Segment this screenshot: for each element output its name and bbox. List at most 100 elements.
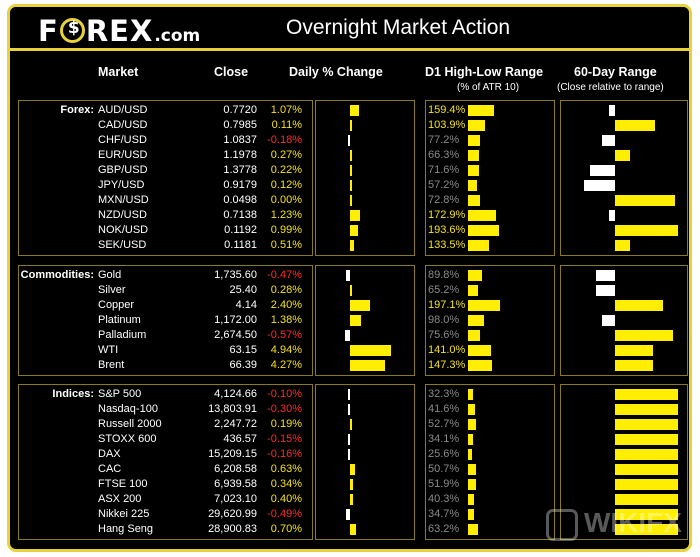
sixty-day-bar [596, 270, 615, 281]
sixty-day-bar [615, 494, 678, 505]
market-name: Copper [98, 299, 135, 311]
section-0-box-0 [18, 100, 313, 256]
d1-range-value: 50.7% [428, 463, 460, 475]
d1-range-value: 98.0% [428, 314, 460, 326]
daily-change-value: 1.38% [270, 314, 302, 326]
d1-range-value: 103.9% [428, 119, 466, 131]
sixty-day-bar [602, 135, 615, 146]
market-name: Hang Seng [98, 523, 154, 535]
d1-range-value: 197.1% [428, 299, 466, 311]
d1-range-value: 66.3% [428, 149, 460, 161]
close-value: 0.7985 [223, 119, 257, 131]
section-1-box-0 [18, 265, 313, 376]
daily-change-value: -0.49% [267, 508, 302, 520]
close-value: 4.14 [235, 299, 257, 311]
wikifx-watermark: WIKIFX [546, 507, 689, 547]
d1-range-value: 141.0% [428, 344, 466, 356]
logo-letters: REX [85, 14, 154, 48]
close-value: 15,209.15 [208, 448, 257, 460]
daily-change-value: 0.28% [270, 284, 302, 296]
sixty-day-bar [602, 315, 615, 326]
section-1-box-2 [425, 265, 555, 376]
daily-change-value: 0.27% [270, 149, 302, 161]
close-value: 4,124.66 [214, 388, 257, 400]
market-name: NZD/USD [98, 209, 147, 221]
section-label: Forex: [60, 104, 94, 116]
d1-range-value: 51.9% [428, 478, 460, 490]
daily-change-value: 2.40% [270, 299, 302, 311]
sixty-day-bar [583, 180, 615, 191]
daily-change-bar [350, 360, 385, 371]
column-header-sixty-day: 60-Day Range [574, 65, 657, 79]
sixty-day-bar [615, 195, 676, 206]
daily-change-value: 0.70% [270, 523, 302, 535]
market-name: JPY/USD [98, 179, 145, 191]
dollar-coin-icon [59, 18, 85, 43]
sixty-day-bar [615, 404, 678, 415]
daily-change-value: -0.15% [267, 433, 302, 445]
sixty-day-bar [615, 300, 663, 311]
d1-range-value: 32.3% [428, 388, 460, 400]
section-2-box-0 [18, 384, 313, 540]
daily-change-bar [350, 479, 353, 490]
daily-change-bar [350, 105, 359, 116]
market-name: GBP/USD [98, 164, 148, 176]
daily-change-bar [350, 150, 353, 161]
d1-range-bar [468, 210, 496, 221]
forex-logo: F REX.com [38, 14, 200, 48]
sixty-day-bar [615, 240, 631, 251]
wikifx-logo-icon [546, 508, 578, 541]
d1-range-bar [468, 195, 480, 206]
d1-range-value: 172.9% [428, 209, 466, 221]
close-value: 0.7720 [223, 104, 257, 116]
sixty-day-bar [615, 524, 678, 535]
section-1-box-3 [560, 265, 688, 376]
market-name: STOXX 600 [98, 433, 157, 445]
market-name: WTI [98, 344, 119, 356]
daily-change-bar [348, 434, 350, 445]
d1-range-value: 34.1% [428, 433, 460, 445]
d1-range-bar [468, 135, 481, 146]
daily-change-bar [350, 210, 361, 221]
column-subheader-d1-range-sub: (% of ATR 10) [457, 82, 520, 93]
daily-change-value: -0.16% [267, 448, 302, 460]
close-value: 0.1192 [224, 224, 257, 236]
close-value: 1,172.00 [214, 314, 257, 326]
market-name: Platinum [98, 314, 141, 326]
sixty-day-bar [608, 210, 615, 221]
close-value: 0.0498 [223, 194, 257, 206]
column-header-daily-change: Daily % Change [289, 65, 383, 79]
d1-range-bar [468, 345, 491, 356]
d1-range-bar [468, 389, 474, 400]
d1-range-bar [468, 120, 485, 131]
market-name: Nikkei 225 [98, 508, 150, 520]
daily-change-bar [345, 330, 350, 341]
d1-range-value: 147.3% [428, 359, 466, 371]
daily-change-bar [350, 315, 362, 326]
d1-range-bar [468, 509, 474, 520]
close-value: 2,247.72 [214, 418, 257, 430]
daily-change-bar [350, 195, 352, 206]
daily-change-bar [350, 120, 352, 131]
daily-change-value: 4.94% [270, 344, 302, 356]
d1-range-value: 159.4% [428, 104, 466, 116]
section-0-box-2 [425, 100, 555, 256]
sixty-day-bar [608, 105, 615, 116]
daily-change-bar [350, 464, 356, 475]
daily-change-bar [348, 449, 350, 460]
d1-range-value: 77.2% [428, 134, 460, 146]
daily-change-value: 0.12% [270, 179, 302, 191]
d1-range-bar [468, 165, 480, 176]
d1-range-bar [468, 494, 475, 505]
d1-range-value: 40.3% [428, 493, 460, 505]
d1-range-bar [468, 360, 492, 371]
market-name: CAC [98, 463, 122, 475]
daily-change-bar [350, 300, 370, 311]
daily-change-bar [350, 285, 353, 296]
daily-change-value: 0.00% [270, 194, 302, 206]
sixty-day-bar [615, 464, 678, 475]
d1-range-value: 75.6% [428, 329, 460, 341]
d1-range-value: 52.7% [428, 418, 460, 430]
d1-range-bar [468, 404, 475, 415]
close-value: 2,674.50 [214, 329, 257, 341]
